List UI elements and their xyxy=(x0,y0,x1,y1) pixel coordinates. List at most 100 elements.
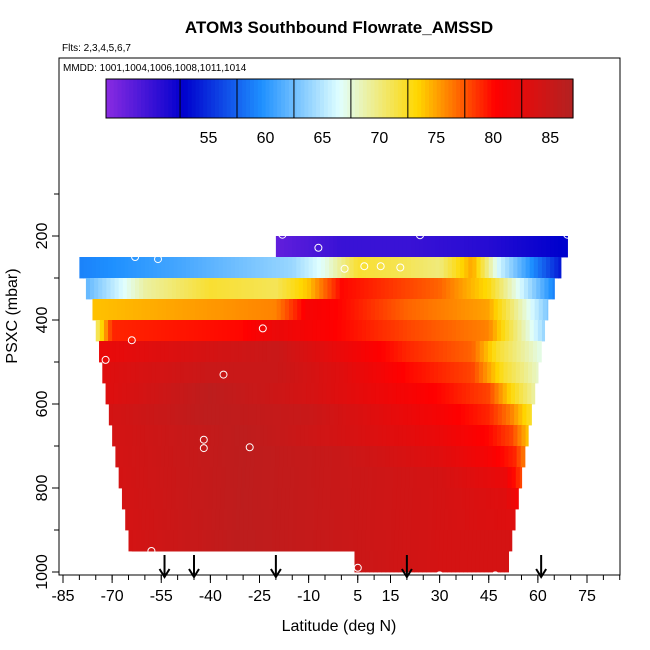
colorbar-swatch xyxy=(534,79,539,118)
heatmap-cell xyxy=(238,446,243,468)
heatmap-cell xyxy=(489,404,495,426)
heatmap-cell xyxy=(181,530,187,552)
colorbar-swatch xyxy=(187,79,193,118)
x-tick-label: -70 xyxy=(101,588,124,605)
heatmap-cell xyxy=(384,362,390,384)
heatmap-cell xyxy=(161,530,166,552)
heatmap-cell xyxy=(230,320,236,342)
heatmap-cell xyxy=(178,404,184,426)
colorbar-swatch xyxy=(561,79,566,118)
heatmap-cell xyxy=(279,320,285,342)
heatmap-cell xyxy=(214,530,220,552)
heatmap-cell xyxy=(541,236,547,258)
heatmap-cell xyxy=(406,320,412,342)
heatmap-cell xyxy=(416,488,422,510)
heatmap-cell xyxy=(195,383,201,405)
heatmap-cell xyxy=(528,341,534,363)
colorbar-swatch xyxy=(207,79,212,118)
heatmap-cell xyxy=(271,257,277,279)
heatmap-cell xyxy=(249,467,255,489)
colorbar-swatch xyxy=(514,79,520,118)
heatmap-cell xyxy=(315,467,320,489)
heatmap-cell xyxy=(446,551,452,573)
heatmap-cell xyxy=(424,383,430,405)
heatmap-cell xyxy=(379,488,385,510)
dates-label: MMDD: 1001,1004,1006,1008,1011,1014 xyxy=(63,63,247,74)
heatmap-cell xyxy=(455,446,460,468)
heatmap-cell xyxy=(541,257,547,279)
heatmap-cell xyxy=(144,341,149,363)
heatmap-cell xyxy=(478,467,484,489)
heatmap-cell xyxy=(356,551,362,573)
heatmap-cell xyxy=(178,509,184,531)
heatmap-cell xyxy=(400,383,406,405)
heatmap-cell xyxy=(489,299,495,321)
colorbar-tick-label: 80 xyxy=(484,130,502,147)
colorbar-swatch xyxy=(179,79,185,118)
heatmap-cell xyxy=(516,341,522,363)
heatmap-cell xyxy=(379,404,384,426)
heatmap-cell xyxy=(537,320,543,342)
heatmap-cell xyxy=(554,236,559,258)
heatmap-cell xyxy=(336,341,342,363)
heatmap-cell xyxy=(267,425,273,447)
heatmap-cell xyxy=(239,404,245,426)
heatmap-cell xyxy=(298,278,304,300)
heatmap-cell xyxy=(461,383,467,405)
heatmap-cell xyxy=(497,299,503,321)
heatmap-cell xyxy=(486,488,491,510)
heatmap-cell xyxy=(353,530,359,552)
heatmap-cell xyxy=(167,362,173,384)
heatmap-cell xyxy=(431,236,437,258)
heatmap-cell xyxy=(306,362,312,384)
heatmap-cell xyxy=(362,299,368,321)
heatmap-cell xyxy=(209,341,215,363)
heatmap-cell xyxy=(239,530,244,552)
heatmap-cell xyxy=(349,236,355,258)
heatmap-cell xyxy=(360,362,365,384)
heatmap-cell xyxy=(245,467,251,489)
heatmap-cell xyxy=(529,320,535,342)
heatmap-cell xyxy=(352,278,357,300)
heatmap-cell xyxy=(283,446,288,468)
heatmap-cell xyxy=(139,446,145,468)
heatmap-cell xyxy=(361,320,367,342)
heatmap-cell xyxy=(189,530,195,552)
heatmap-cell xyxy=(481,509,487,531)
heatmap-cell xyxy=(397,551,403,573)
heatmap-cell xyxy=(481,404,487,426)
heatmap-cell xyxy=(294,278,300,300)
heatmap-cell xyxy=(257,278,263,300)
heatmap-cell xyxy=(382,320,387,342)
heatmap-cell xyxy=(405,278,410,300)
heatmap-cell xyxy=(145,509,151,531)
heatmap-cell xyxy=(108,299,114,321)
heatmap-cell xyxy=(357,236,363,258)
heatmap-cell xyxy=(136,320,142,342)
heatmap-cell xyxy=(165,425,171,447)
heatmap-cell xyxy=(357,530,363,552)
colorbar-swatch xyxy=(214,79,220,118)
heatmap-cell xyxy=(483,467,488,489)
heatmap-cell xyxy=(252,509,257,531)
heatmap-layer xyxy=(118,467,523,489)
heatmap-cell xyxy=(532,278,537,300)
heatmap-cell xyxy=(481,299,487,321)
heatmap-cell xyxy=(378,236,383,258)
heatmap-cell xyxy=(521,257,527,279)
heatmap-layer xyxy=(102,362,539,384)
colorbar-swatch xyxy=(347,79,352,118)
heatmap-cell xyxy=(550,257,555,279)
heatmap-cell xyxy=(323,278,329,300)
heatmap-cell xyxy=(239,299,245,321)
heatmap-cell xyxy=(216,467,222,489)
heatmap-cell xyxy=(166,509,171,531)
heatmap-cell xyxy=(320,257,326,279)
heatmap-cell xyxy=(255,257,261,279)
heatmap-cell xyxy=(394,236,400,258)
heatmap-cell xyxy=(90,278,95,300)
heatmap-cell xyxy=(245,362,251,384)
heatmap-cell xyxy=(511,278,517,300)
colorbar-swatch xyxy=(183,79,189,118)
colorbar-swatch xyxy=(304,79,309,118)
